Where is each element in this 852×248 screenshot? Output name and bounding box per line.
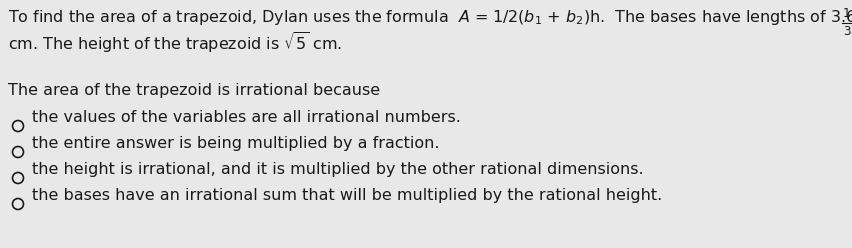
Text: the height is irrational, and it is multiplied by the other rational dimensions.: the height is irrational, and it is mult… bbox=[32, 162, 643, 177]
Text: the bases have an irrational sum that will be multiplied by the rational height.: the bases have an irrational sum that wi… bbox=[32, 188, 662, 203]
Text: the values of the variables are all irrational numbers.: the values of the variables are all irra… bbox=[32, 110, 461, 125]
Text: cm. The height of the trapezoid is $\sqrt{5}$ cm.: cm. The height of the trapezoid is $\sqr… bbox=[8, 30, 343, 55]
Text: The area of the trapezoid is irrational because: The area of the trapezoid is irrational … bbox=[8, 83, 380, 98]
Text: To find the area of a trapezoid, Dylan uses the formula  $A$ = 1/2($b_1$ + $b_2$: To find the area of a trapezoid, Dylan u… bbox=[8, 8, 852, 27]
Text: 3: 3 bbox=[843, 25, 850, 38]
Text: the entire answer is being multiplied by a fraction.: the entire answer is being multiplied by… bbox=[32, 136, 440, 151]
Text: 1: 1 bbox=[843, 7, 850, 20]
